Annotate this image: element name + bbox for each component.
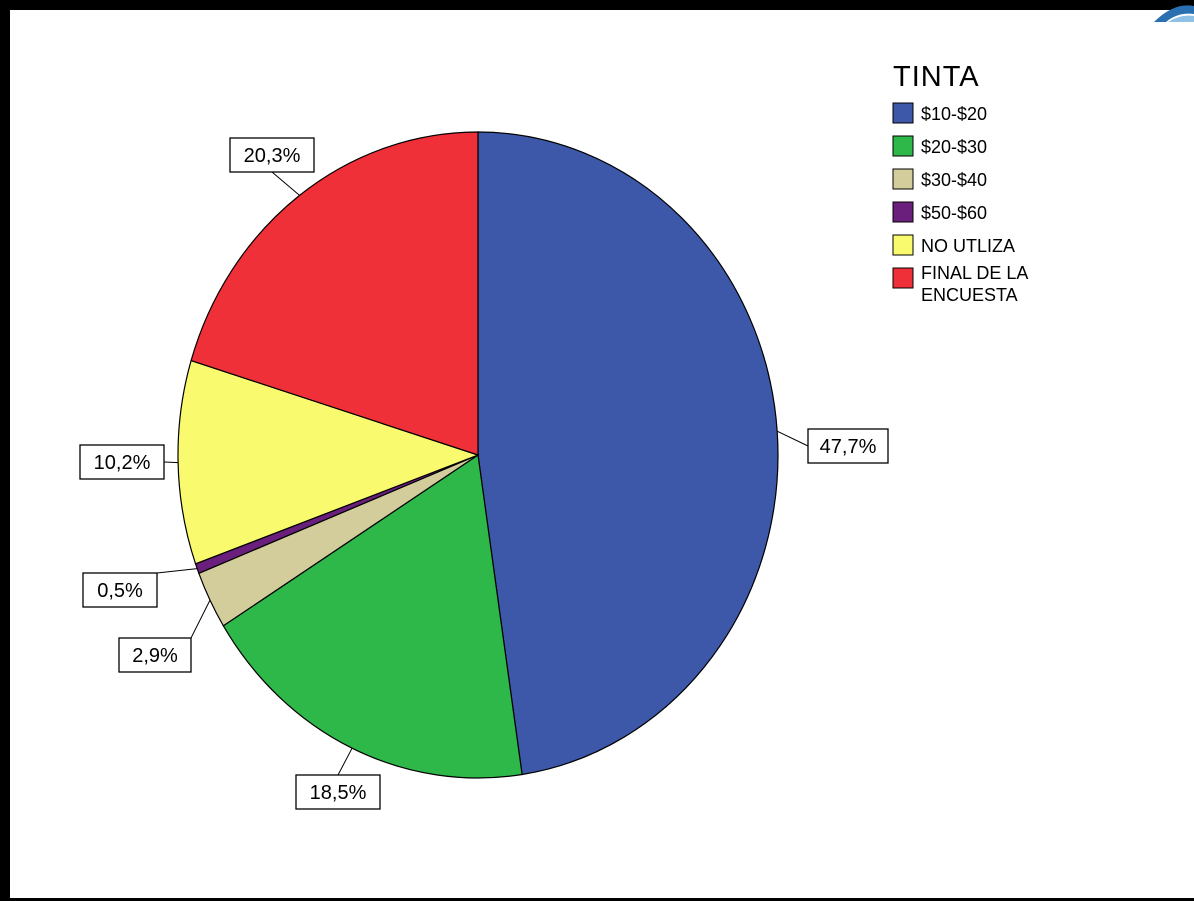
pie-slices — [177, 131, 779, 779]
data-label-text: 47,7% — [820, 436, 877, 458]
leader-line — [190, 599, 211, 639]
data-label: 10,2% — [79, 444, 165, 480]
legend-swatch — [892, 135, 914, 157]
legend-item: NO UTLIZA — [892, 234, 1015, 256]
data-label-box — [79, 444, 165, 480]
data-label-box — [807, 428, 889, 464]
leader-line — [271, 171, 300, 196]
data-label-text: 18,5% — [310, 782, 367, 804]
data-label-text: 0,5% — [97, 580, 143, 602]
data-labels: 47,7% 18,5% 2,9% 0,5% 10,2% 20,3% — [79, 137, 889, 810]
legend-swatch — [892, 201, 914, 223]
legend-swatch — [892, 267, 914, 289]
leader-line — [156, 568, 198, 574]
legend-swatch — [892, 234, 914, 256]
data-label-text: 20,3% — [244, 145, 301, 167]
legend-swatch — [892, 102, 914, 124]
legend-label: $30-$40 — [921, 170, 987, 190]
pie-slice — [222, 453, 523, 779]
data-label-box — [118, 637, 192, 673]
pie-slice — [477, 131, 779, 776]
legend-label: NO UTLIZA — [921, 236, 1015, 256]
legend-item: $30-$40 — [892, 168, 987, 190]
corner-logo-icon — [1154, 5, 1194, 22]
legend-label: FINAL DE LA — [921, 263, 1028, 283]
leader-lines — [156, 171, 809, 776]
data-label-text: 10,2% — [94, 452, 151, 474]
data-label: 18,5% — [295, 774, 381, 810]
legend-item: $50-$60 — [892, 201, 987, 223]
legend-title: TINTA — [893, 61, 980, 93]
data-label-box — [82, 572, 158, 608]
legend: TINTA $10-$20 $20-$30 $30-$40 $50-$60 NO UTL… — [892, 61, 1028, 305]
leader-line — [163, 461, 179, 464]
leader-line — [776, 430, 809, 447]
data-label-box — [295, 774, 381, 810]
legend-item: $20-$30 — [892, 135, 987, 157]
data-label: 0,5% — [82, 572, 158, 608]
data-label: 47,7% — [807, 428, 889, 464]
legend-label: ENCUESTA — [921, 285, 1018, 305]
pie-slice — [177, 359, 480, 565]
legend-label: $20-$30 — [921, 137, 987, 157]
data-label: 2,9% — [118, 637, 192, 673]
data-label: 20,3% — [229, 137, 315, 173]
data-label-box — [229, 137, 315, 173]
legend-label: $50-$60 — [921, 203, 987, 223]
legend-swatch — [892, 168, 914, 190]
data-label-text: 2,9% — [132, 645, 178, 667]
legend-label: $10-$20 — [921, 104, 987, 124]
leader-line — [337, 747, 353, 776]
legend-item: $10-$20 — [892, 102, 987, 124]
